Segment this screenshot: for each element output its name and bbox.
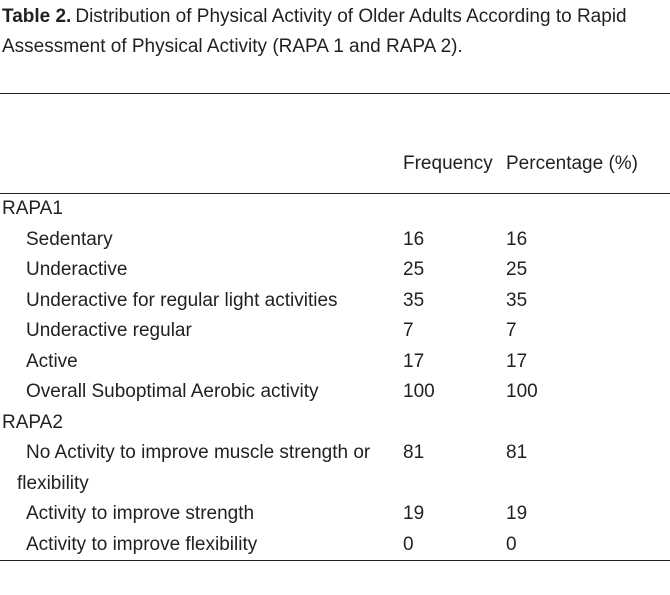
row-label: No Activity to improve muscle strength o… xyxy=(17,442,371,494)
column-header: Frequency xyxy=(403,93,506,194)
frequency-cell: 100 xyxy=(403,381,435,402)
table-body: RAPA1 Sedentary 16 16 Underactive 25 25 Underac… xyxy=(0,194,670,561)
row-label: Underactive for regular light activities xyxy=(26,289,338,311)
row-label: Underactive xyxy=(26,259,128,280)
section-title: RAPA1 xyxy=(2,198,63,219)
frequency-cell: 17 xyxy=(403,350,425,372)
percentage-cell: 100 xyxy=(506,381,538,402)
frequency-cell: 81 xyxy=(403,442,425,463)
table-row: Active 17 17 xyxy=(0,347,670,378)
caption-text: Distribution of Physical Activity of Old… xyxy=(2,6,627,57)
section-title: RAPA2 xyxy=(2,411,63,433)
frequency-cell: 19 xyxy=(403,503,425,524)
row-label: Sedentary xyxy=(26,228,113,250)
frequency-cell: 35 xyxy=(403,289,425,311)
caption: Table 2. Distribution of Physical Activit… xyxy=(0,0,670,93)
row-label: Underactive regular xyxy=(26,320,192,341)
table-row: Overall Suboptimal Aerobic activity 100 10… xyxy=(0,377,670,408)
header-blank xyxy=(0,93,403,194)
table-row: Underactive regular 7 7 xyxy=(0,316,670,347)
row-label: Activity to improve strength xyxy=(26,503,255,524)
frequency-cell: 7 xyxy=(403,320,414,341)
table-row: Activity to improve flexibility 0 0 xyxy=(0,530,670,561)
percentage-cell: 0 xyxy=(506,533,517,555)
frequency-cell: 25 xyxy=(403,259,425,280)
table-row: Sedentary 16 16 xyxy=(0,225,670,256)
row-label: Overall Suboptimal Aerobic activity xyxy=(26,381,319,402)
percentage-cell: 81 xyxy=(506,442,528,463)
section-row: RAPA2 xyxy=(0,408,670,439)
percentage-cell: 16 xyxy=(506,228,528,250)
percentage-cell: 19 xyxy=(506,503,528,524)
row-label: Active xyxy=(26,350,78,372)
percentage-cell: 35 xyxy=(506,289,528,311)
table-row: No Activity to improve muscle strength o… xyxy=(0,438,670,499)
table-row: Activity to improve strength 19 19 xyxy=(0,499,670,530)
percentage-cell: 25 xyxy=(506,259,528,280)
table: Frequency Percentage (%) RAPA1 Sedentary 16… xyxy=(0,93,670,561)
section-row: RAPA1 xyxy=(0,194,670,225)
table-row: Underactive 25 25 xyxy=(0,255,670,286)
percentage-cell: 7 xyxy=(506,320,517,341)
row-label: Activity to improve flexibility xyxy=(26,533,258,555)
header-row: Frequency Percentage (%) xyxy=(0,93,670,194)
column-header: Percentage (%) xyxy=(506,93,670,194)
frequency-cell: 0 xyxy=(403,533,414,555)
percentage-cell: 17 xyxy=(506,350,528,372)
frequency-cell: 16 xyxy=(403,228,425,250)
caption-label: Table 2. xyxy=(2,6,72,27)
table-row: Underactive for regular light activities… xyxy=(0,286,670,317)
